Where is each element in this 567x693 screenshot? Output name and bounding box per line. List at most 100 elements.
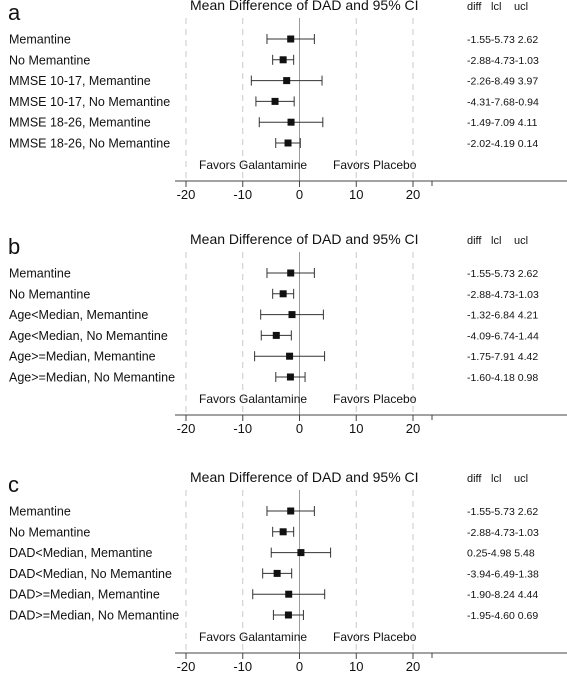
column-header-lcl: lcl — [491, 473, 501, 485]
point-estimate-marker — [283, 77, 291, 85]
row-label: No Memantine — [9, 525, 90, 539]
row-label: No Memantine — [9, 287, 90, 301]
row-values: -1.75-7.91 4.42 — [467, 351, 538, 363]
x-tick-label: 20 — [406, 659, 420, 674]
row-values: -3.94-6.49-1.38 — [467, 568, 539, 580]
point-estimate-marker — [286, 373, 294, 381]
row-values: -2.88-4.73-1.03 — [467, 55, 539, 67]
forest-row: DAD<Median, No Memantine -3.94-6.49-1.38 — [9, 567, 539, 581]
column-header-diff: diff — [467, 235, 482, 247]
point-estimate-marker — [284, 611, 292, 619]
row-values: -4.09-6.74-1.44 — [467, 330, 539, 342]
x-tick-label: -10 — [233, 187, 252, 202]
point-estimate-marker — [287, 118, 295, 126]
forest-row: MMSE 18-26, Memantine -1.49-7.09 4.11 — [9, 116, 538, 130]
column-header-ucl: ucl — [514, 473, 528, 485]
favors-right-label: Favors Placebo — [333, 158, 417, 172]
row-values: -1.55-5.73 2.62 — [467, 268, 538, 280]
x-tick-label: 0 — [296, 187, 303, 202]
row-values: 0.25-4.98 5.48 — [467, 548, 535, 560]
row-label: Age>=Median, No Memantine — [9, 371, 175, 385]
x-tick-label: 10 — [349, 421, 363, 436]
forest-panel-b: b Mean Difference of DAD and 95% CI diff lc… — [8, 231, 567, 436]
column-header-ucl: ucl — [514, 1, 528, 13]
row-label: DAD<Median, No Memantine — [9, 567, 172, 581]
favors-right-label: Favors Placebo — [333, 630, 417, 644]
column-header-diff: diff — [467, 473, 482, 485]
point-estimate-marker — [286, 352, 294, 360]
point-estimate-marker — [288, 311, 296, 319]
panel-label: c — [8, 472, 19, 497]
row-values: -2.88-4.73-1.03 — [467, 289, 539, 301]
row-values: -1.32-6.84 4.21 — [467, 310, 538, 322]
row-values: -1.49-7.09 4.11 — [467, 117, 538, 129]
row-label: No Memantine — [9, 53, 90, 67]
x-tick-label: -20 — [177, 187, 196, 202]
favors-left-label: Favors Galantamine — [199, 392, 307, 406]
forest-row: Age>=Median, Memantine -1.75-7.91 4.42 — [9, 350, 538, 364]
point-estimate-marker — [272, 331, 280, 339]
point-estimate-marker — [287, 507, 295, 515]
row-label: MMSE 18-26, Memantine — [9, 116, 151, 130]
panel-label: a — [8, 0, 21, 25]
point-estimate-marker — [287, 35, 295, 43]
row-label: Age<Median, No Memantine — [9, 329, 168, 343]
point-estimate-marker — [279, 290, 287, 298]
x-tick-label: -20 — [177, 659, 196, 674]
row-values: -1.95-4.60 0.69 — [467, 610, 538, 622]
column-header-diff: diff — [467, 1, 482, 13]
point-estimate-marker — [297, 549, 305, 557]
row-label: DAD<Median, Memantine — [9, 546, 153, 560]
x-tick-label: 10 — [349, 187, 363, 202]
row-label: Age<Median, Memantine — [9, 308, 148, 322]
row-values: -1.55-5.73 2.62 — [467, 34, 538, 46]
row-label: DAD>=Median, Memantine — [9, 588, 160, 602]
forest-row: Memantine -1.55-5.73 2.62 — [9, 267, 538, 281]
point-estimate-marker — [279, 56, 287, 64]
x-tick-label: -10 — [233, 421, 252, 436]
forest-row: Memantine -1.55-5.73 2.62 — [9, 33, 538, 47]
forest-row: No Memantine -2.88-4.73-1.03 — [9, 53, 539, 67]
forest-panel-a: a Mean Difference of DAD and 95% CI diff lc… — [8, 0, 567, 202]
row-values: -1.60-4.18 0.98 — [467, 372, 538, 384]
favors-right-label: Favors Placebo — [333, 392, 417, 406]
panel-title: Mean Difference of DAD and 95% CI — [190, 231, 419, 247]
x-tick-label: 0 — [296, 659, 303, 674]
row-label: Age>=Median, Memantine — [9, 350, 156, 364]
point-estimate-marker — [279, 528, 287, 536]
row-label: MMSE 10-17, No Memantine — [9, 95, 170, 109]
row-label: MMSE 10-17, Memantine — [9, 74, 151, 88]
point-estimate-marker — [287, 269, 295, 277]
forest-row: Age<Median, No Memantine -4.09-6.74-1.44 — [9, 329, 539, 343]
x-tick-label: -20 — [177, 421, 196, 436]
row-label: Memantine — [9, 267, 71, 281]
favors-left-label: Favors Galantamine — [199, 630, 307, 644]
forest-row: Memantine -1.55-5.73 2.62 — [9, 505, 538, 519]
row-label: Memantine — [9, 505, 71, 519]
row-label: MMSE 18-26, No Memantine — [9, 137, 170, 151]
row-values: -4.31-7.68-0.94 — [467, 96, 539, 108]
forest-row: DAD>=Median, Memantine -1.90-8.24 4.44 — [9, 588, 538, 602]
column-header-ucl: ucl — [514, 235, 528, 247]
point-estimate-marker — [284, 139, 292, 147]
x-tick-label: 10 — [349, 659, 363, 674]
forest-row: MMSE 10-17, No Memantine -4.31-7.68-0.94 — [9, 95, 539, 109]
x-tick-label: -10 — [233, 659, 252, 674]
row-values: -2.02-4.19 0.14 — [467, 138, 538, 150]
forest-row: DAD<Median, Memantine 0.25-4.98 5.48 — [9, 546, 535, 560]
favors-left-label: Favors Galantamine — [199, 158, 307, 172]
row-label: DAD>=Median, No Memantine — [9, 609, 179, 623]
point-estimate-marker — [273, 569, 281, 577]
x-tick-label: 0 — [296, 421, 303, 436]
forest-row: MMSE 10-17, Memantine -2.26-8.49 3.97 — [9, 74, 538, 88]
forest-row: DAD>=Median, No Memantine -1.95-4.60 0.69 — [9, 609, 538, 623]
row-values: -2.88-4.73-1.03 — [467, 527, 539, 539]
forest-row: No Memantine -2.88-4.73-1.03 — [9, 287, 539, 301]
point-estimate-marker — [285, 590, 293, 598]
x-tick-label: 20 — [406, 187, 420, 202]
forest-row: MMSE 18-26, No Memantine -2.02-4.19 0.14 — [9, 137, 538, 151]
column-header-lcl: lcl — [491, 235, 501, 247]
row-label: Memantine — [9, 33, 71, 47]
panel-title: Mean Difference of DAD and 95% CI — [190, 0, 419, 13]
